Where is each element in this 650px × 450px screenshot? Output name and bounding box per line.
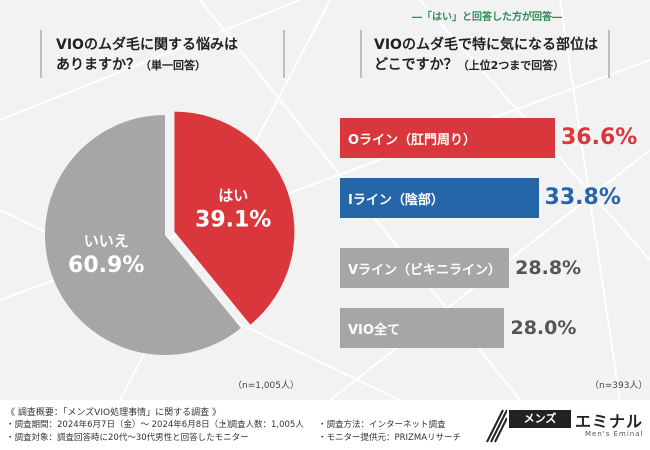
- survey-method: ・調査方法：インターネット調査: [318, 420, 446, 430]
- pie-chart: はい 39.1% いいえ 60.9%: [45, 111, 295, 355]
- survey-title: 《 調査概要：「メンズVIO処理事情」に関する調査 》: [6, 408, 221, 418]
- right-question-line2: どこですか？: [374, 57, 458, 73]
- bar-value-o-line: 36.6%: [561, 125, 638, 150]
- bar-label-vio-all: VIO全て: [348, 322, 400, 338]
- pie-slice-no: [45, 115, 241, 355]
- bar-v-line: Vライン（ビキニライン）: [340, 248, 510, 288]
- right-question-line1: VIOのムダ毛で特に気になる部位は: [374, 37, 598, 53]
- bar-label-o-line: Oライン（肛門周り）: [348, 132, 477, 148]
- survey-footer: 《 調査概要：「メンズVIO処理事情」に関する調査 》 ・調査期間：2024年6…: [0, 400, 650, 450]
- bar-value-i-line: 33.8%: [544, 185, 621, 210]
- pie-slice-yes: [174, 111, 295, 325]
- left-question-line1: VIOのムダ毛に関する悩みは: [56, 37, 238, 53]
- bar-vio-all: VIO全て: [340, 308, 505, 348]
- logo-sub-text: Men's Eminal: [585, 430, 644, 438]
- bar-i-line: Iライン（陰部）: [340, 178, 539, 218]
- left-question-box: VIOのムダ毛に関する悩みは ありますか？（単一回答）: [40, 30, 285, 78]
- bar-o-line: Oライン（肛門周り）: [340, 118, 555, 158]
- left-question-line2: ありますか？: [56, 57, 140, 73]
- bar-label-v-line: Vライン（ビキニライン）: [348, 262, 502, 278]
- logo-stripes-icon: [486, 409, 507, 443]
- right-question-box: VIOのムダ毛で特に気になる部位は どこですか？（上位2つまで回答）: [360, 30, 610, 78]
- survey-target: ・調査対象：調査回答時に20代〜30代男性と回答したモニター: [6, 433, 249, 443]
- pie-value-yes: 39.1%: [195, 208, 271, 233]
- logo-main-text: エミナル: [575, 412, 644, 431]
- left-question-sub: （単一回答）: [140, 59, 206, 72]
- survey-period: ・調査期間：2024年6月7日（金）～ 2024年6月8日（土）: [6, 420, 236, 430]
- bar-label-i-line: Iライン（陰部）: [348, 192, 444, 208]
- bar-value-v-line: 28.8%: [515, 257, 582, 279]
- right-question-sub: （上位2つまで回答）: [457, 59, 565, 72]
- bar-value-vio-all: 28.0%: [510, 317, 577, 339]
- respondent-note: ―「はい」と回答した方が回答―: [412, 12, 562, 23]
- right-n-note: （n=393人）: [590, 381, 648, 391]
- pie-label-yes: はい: [218, 187, 248, 205]
- pie-value-no: 60.9%: [68, 253, 144, 278]
- left-n-note: （n=1,005人）: [233, 381, 300, 391]
- survey-provider: ・モニター提供元：PRIZMAリサーチ: [318, 433, 462, 443]
- pie-label-no: いいえ: [84, 232, 129, 250]
- survey-count: ・調査人数：1,005人: [220, 420, 304, 430]
- logo-box-text: メンズ: [509, 410, 571, 428]
- brand-logo: メンズ エミナル Men's Eminal: [485, 406, 645, 446]
